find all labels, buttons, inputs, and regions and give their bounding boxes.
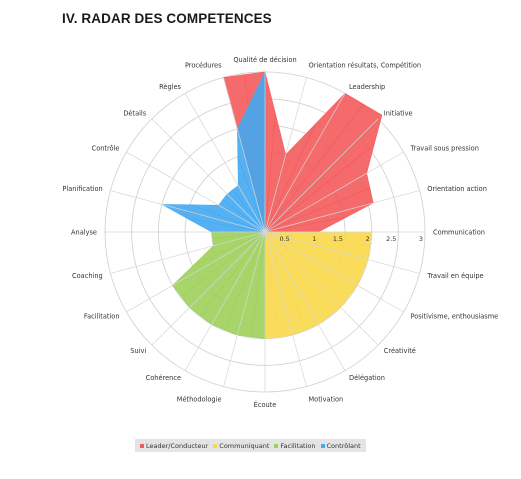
category-label-14: Cohérence (146, 374, 181, 382)
category-label-16: Facilitation (84, 312, 120, 320)
legend-item-controlant[interactable]: Contrôlant (320, 441, 361, 450)
page-title: IV. RADAR DES COMPETENCES (62, 11, 272, 26)
spoke-19 (110, 190, 266, 233)
category-label-6: Communication (433, 228, 485, 236)
tick-label-2: 1.5 (333, 235, 343, 243)
legend-label-controlant: Contrôlant (326, 441, 361, 450)
spoke-20 (126, 151, 266, 233)
spoke-21 (151, 118, 266, 233)
tick-label-3: 2 (366, 235, 370, 243)
chart-legend: Leader/Conducteur Communiquant Facilitat… (135, 439, 366, 452)
category-label-3: Initiative (384, 110, 413, 118)
legend-swatch-leader (140, 443, 144, 448)
spoke-2 (264, 93, 346, 233)
category-label-19: Planification (62, 185, 102, 193)
category-label-0: Qualité de décision (233, 56, 296, 64)
category-label-9: Créativité (384, 347, 416, 355)
legend-swatch-controlant (320, 443, 325, 448)
legend-item-communiquant[interactable]: Communiquant (213, 442, 269, 450)
spoke-5 (264, 190, 420, 233)
legend-item-leader[interactable]: Leader/Conducteur (140, 442, 208, 450)
tick-label-4: 2.5 (386, 235, 396, 243)
category-label-4: Travail sous pression (409, 144, 478, 152)
category-label-17: Coaching (72, 272, 103, 280)
category-label-1: Orientation résultats, Compétition (308, 62, 421, 70)
category-label-22: Règles (159, 83, 181, 91)
category-label-23: Procédures (185, 62, 222, 70)
spoke-1 (264, 77, 307, 233)
category-label-18: Analyse (71, 228, 97, 236)
category-label-20: Contrôle (92, 144, 120, 152)
spoke-11 (264, 231, 307, 387)
legend-swatch-communiquant (213, 443, 218, 448)
spoke-17 (110, 231, 266, 274)
category-label-7: Travail en équipe (426, 272, 483, 280)
category-label-15: Suivi (130, 347, 146, 355)
legend-swatch-facilitation (274, 443, 279, 448)
spoke-22 (184, 93, 266, 233)
legend-item-facilitation[interactable]: Facilitation (274, 441, 316, 450)
spoke-3 (264, 118, 379, 233)
tick-label-0: 0.5 (279, 235, 289, 243)
spoke-4 (264, 151, 404, 233)
tick-label-5: 3 (419, 235, 423, 243)
spoke-9 (264, 231, 379, 346)
category-label-8: Positivisme, enthousiasme (410, 312, 498, 320)
category-label-11: Motivation (308, 395, 343, 403)
category-label-13: Méthodologie (177, 395, 222, 403)
legend-label-leader: Leader/Conducteur (146, 441, 209, 450)
tick-label-1: 1 (312, 235, 316, 243)
category-label-21: Détails (123, 110, 146, 118)
radar-axes: 0.5 1 1.5 2 2.5 3 (105, 72, 425, 392)
spoke-8 (264, 231, 404, 313)
category-label-2: Leadership (349, 83, 385, 91)
spoke-13 (223, 231, 266, 387)
spoke-16 (126, 231, 266, 313)
legend-label-facilitation: Facilitation (280, 441, 316, 450)
category-label-12: Écoute (254, 400, 277, 409)
spoke-23 (223, 77, 266, 233)
spoke-14 (184, 231, 266, 371)
legend-label-communiquant: Communiquant (219, 441, 270, 450)
spoke-7 (264, 231, 420, 274)
spoke-15 (151, 231, 266, 346)
category-label-5: Orientation action (427, 185, 487, 193)
spoke-10 (264, 231, 346, 371)
category-label-10: Délégation (349, 374, 385, 382)
radar-labels: Qualité de décision Orientation résultats… (62, 56, 498, 409)
